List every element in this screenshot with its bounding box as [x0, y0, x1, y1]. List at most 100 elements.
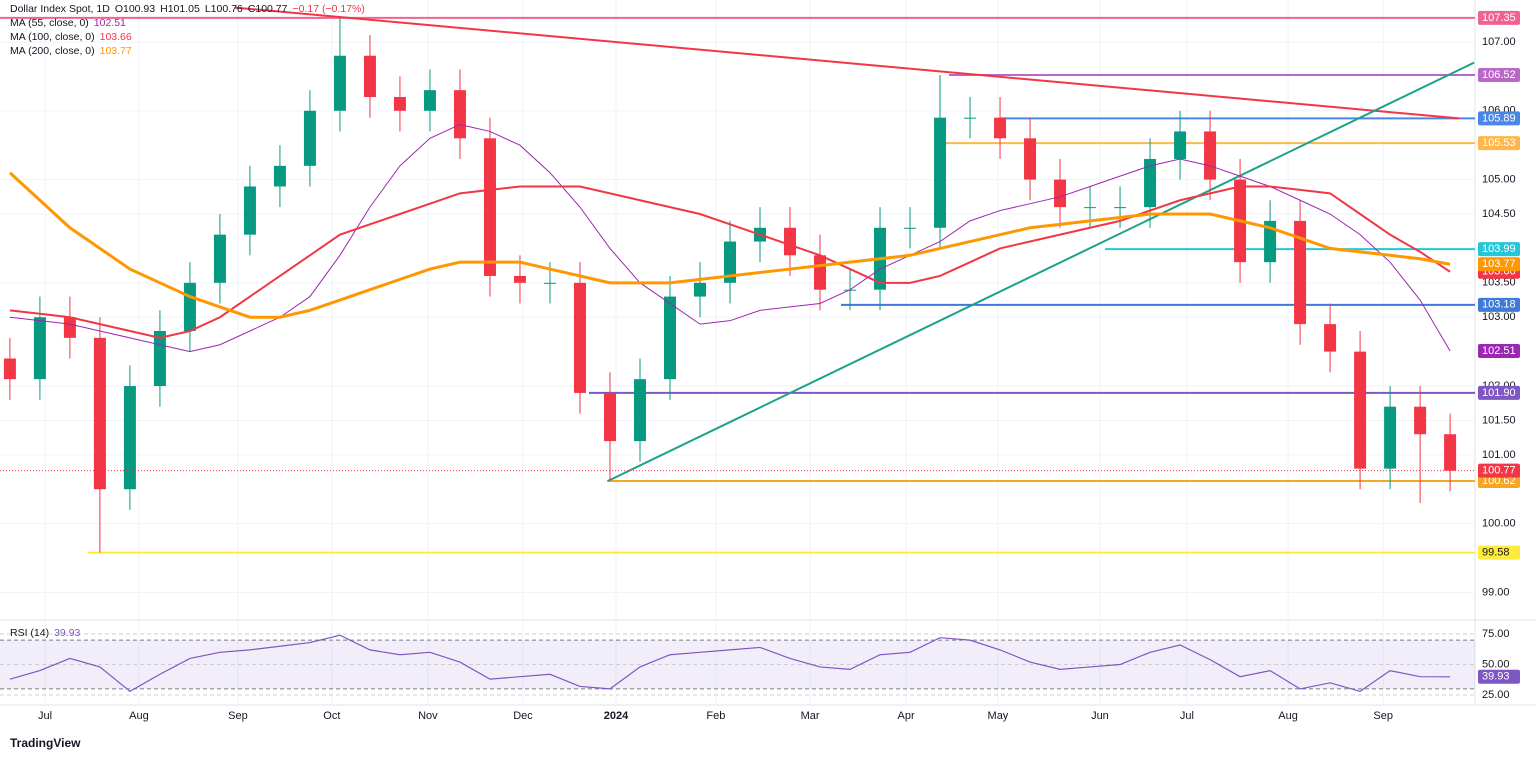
x-tick-label: Feb	[706, 710, 725, 722]
price-label: 107.35	[1482, 12, 1516, 24]
legend-value: 103.77	[100, 45, 132, 57]
price-label-box	[1478, 257, 1520, 272]
x-tick-label: Jun	[1091, 710, 1109, 722]
y-tick-label: 50.00	[1482, 658, 1510, 670]
price-label: 105.89	[1482, 112, 1516, 124]
legend-entry: MA (55, close, 0) 102.51	[10, 17, 126, 29]
candle-body	[1204, 131, 1217, 180]
candle-body	[964, 117, 977, 119]
price-label: 106.52	[1482, 69, 1516, 81]
price-label-box	[1478, 10, 1520, 25]
ma-line	[8, 171, 1451, 319]
y-tick-label: 103.00	[1482, 311, 1516, 323]
candle-body	[513, 275, 526, 283]
candle-body	[1114, 207, 1127, 209]
y-tick-label: 103.50	[1482, 277, 1516, 289]
candle-body	[1054, 179, 1067, 208]
candle-body	[1354, 351, 1367, 469]
y-tick-label: 107.00	[1482, 36, 1516, 48]
price-label: 103.99	[1482, 243, 1516, 255]
legend-name: MA (200, close, 0)	[10, 45, 95, 57]
candle-body	[1324, 324, 1337, 352]
x-tick-label: 2024	[604, 710, 629, 722]
candle-body	[994, 117, 1007, 139]
candle-body	[183, 282, 196, 331]
candle-body	[1144, 158, 1157, 208]
candle-body	[1174, 131, 1187, 159]
candle-body	[693, 282, 706, 297]
price-label: 101.90	[1482, 387, 1516, 399]
x-tick-label: Dec	[513, 710, 533, 722]
y-tick-label: 100.00	[1482, 518, 1516, 530]
header-open: O100.93	[115, 3, 155, 15]
x-tick-label: Aug	[1278, 710, 1298, 722]
price-label-box	[1478, 242, 1520, 257]
header-close: C100.77	[248, 3, 288, 15]
x-tick-label: Jul	[38, 710, 52, 722]
trend-line	[234, 6, 1460, 120]
price-label-box	[1478, 297, 1520, 312]
price-label: 103.77	[1482, 258, 1516, 270]
rsi-name: RSI (14)	[10, 627, 49, 639]
x-tick-label: Apr	[898, 710, 915, 722]
price-label: 100.77	[1482, 465, 1516, 477]
candle-body	[934, 117, 947, 228]
header-symbol: Dollar Index Spot, 1D	[10, 3, 110, 15]
brand: TradingView	[10, 736, 81, 750]
ma-line	[9, 124, 1451, 353]
candle-body	[93, 337, 106, 490]
x-tick-label: Sep	[1373, 710, 1393, 722]
y-tick-label: 105.00	[1482, 174, 1516, 186]
price-label-box	[1478, 343, 1520, 358]
header-high: H101.05	[160, 3, 200, 15]
candle-body	[543, 282, 556, 284]
price-label: 39.93	[1482, 671, 1510, 683]
candle-body	[573, 282, 586, 393]
candle-body	[63, 317, 76, 338]
header-low: L100.76	[205, 3, 243, 15]
y-tick-label: 104.50	[1482, 208, 1516, 220]
x-tick-label: Oct	[323, 710, 340, 722]
price-label: 103.18	[1482, 299, 1516, 311]
candle-body	[603, 392, 616, 442]
legend-value: 103.66	[100, 31, 132, 43]
candle-body	[1444, 434, 1457, 471]
x-tick-label: Mar	[801, 710, 820, 722]
price-label: 99.58	[1482, 546, 1510, 558]
x-tick-label: Nov	[418, 710, 438, 722]
legend-entry: MA (200, close, 0) 103.77	[10, 45, 132, 57]
y-tick-label: 25.00	[1482, 689, 1510, 701]
candle-body	[453, 90, 466, 139]
price-label-box	[1478, 111, 1520, 126]
legend-value: 102.51	[94, 17, 126, 29]
y-tick-label: 101.50	[1482, 414, 1516, 426]
header: Dollar Index Spot, 1D O100.93 H101.05 L100.…	[10, 3, 365, 15]
x-tick-label: May	[988, 710, 1009, 722]
legend-name: MA (100, close, 0)	[10, 31, 95, 43]
legend-entry: MA (100, close, 0) 103.66	[10, 31, 132, 43]
header-change: −0.17 (−0.17%)	[292, 3, 364, 15]
candle-body	[784, 227, 797, 256]
candle-body	[393, 97, 406, 111]
rsi-value: 39.93	[54, 627, 80, 639]
candle-body	[1384, 406, 1397, 469]
price-label: 100.62	[1482, 475, 1516, 487]
candle-body	[1294, 220, 1307, 325]
price-label-box	[1478, 463, 1520, 478]
legend-name: MA (55, close, 0)	[10, 17, 89, 29]
candle-body	[663, 296, 676, 380]
candle-body	[273, 165, 286, 187]
x-tick-label: Jul	[1180, 710, 1194, 722]
candle-body	[333, 55, 346, 111]
price-label-box	[1478, 68, 1520, 83]
price-label-box	[1478, 669, 1520, 684]
candle-body	[904, 227, 917, 229]
price-label-box	[1478, 136, 1520, 151]
candle-body	[123, 386, 136, 490]
candle-body	[723, 241, 736, 283]
candle-body	[814, 255, 827, 290]
candle-body	[363, 55, 376, 98]
